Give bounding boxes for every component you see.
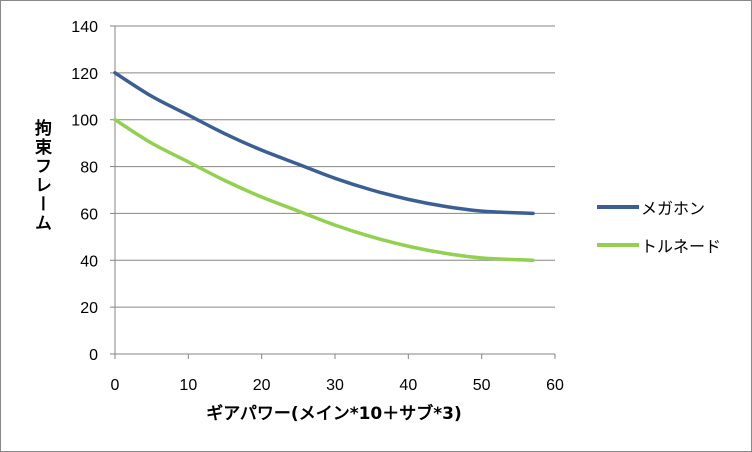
x-tick-label: 10 [179, 377, 197, 394]
y-tick-label: 120 [71, 66, 98, 83]
x-tick-label: 60 [546, 377, 564, 394]
series-line-1 [113, 117, 535, 263]
legend: メガホン トルネード [597, 195, 747, 271]
x-tick-label: 40 [399, 377, 417, 394]
axes [110, 25, 556, 359]
y-tick-label: 60 [80, 206, 98, 223]
series-lines [113, 71, 535, 263]
y-tick-labels: 0 20 40 60 80 100 120 140 [71, 19, 98, 364]
x-axis-title: ギアパワー(メイン*10＋サブ*3) [206, 404, 462, 424]
x-tick-labels: 0 10 20 30 40 50 60 [111, 377, 564, 394]
y-tick-label: 20 [80, 300, 98, 317]
y-axis-title: 拘束フレーム [31, 119, 51, 233]
x-tick-label: 30 [326, 377, 344, 394]
y-tick-label: 140 [71, 19, 98, 36]
y-tick-label: 0 [89, 347, 98, 364]
legend-item-tornado: トルネード [597, 233, 747, 257]
legend-item-megaphone: メガホン [597, 195, 747, 219]
legend-swatch-tornado [597, 243, 639, 247]
legend-swatch-megaphone [597, 205, 639, 209]
x-tick-label: 50 [473, 377, 491, 394]
legend-label-megaphone: メガホン [641, 199, 706, 218]
legend-label-tornado: トルネード [641, 237, 722, 256]
y-tick-label: 100 [71, 113, 98, 130]
series-line-0 [113, 71, 535, 216]
grid-lines [115, 25, 555, 308]
x-tick-label: 0 [111, 377, 120, 394]
y-tick-label: 40 [80, 253, 98, 270]
x-tick-label: 20 [253, 377, 271, 394]
y-tick-label: 80 [80, 160, 98, 177]
